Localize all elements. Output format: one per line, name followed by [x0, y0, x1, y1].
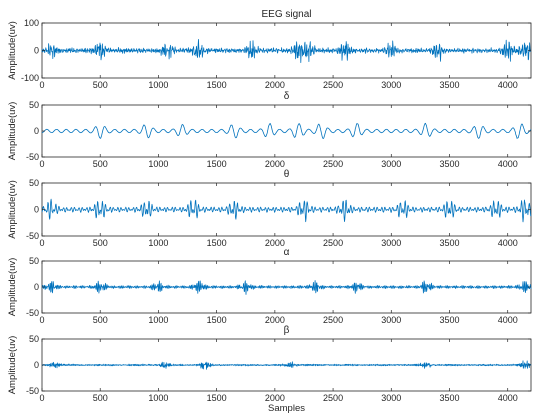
x-tick-label: 0 [39, 315, 44, 325]
y-tick-label: 0 [34, 282, 39, 292]
y-axis-label: Amplitude(uv) [7, 258, 18, 317]
panel-title: α [284, 247, 290, 258]
x-tick-label: 0 [39, 393, 44, 403]
panel-4: 0 500 1000 1500 2000 2500 3000 3500 4000500-50αA… [7, 247, 532, 325]
panel-title: β [284, 325, 290, 336]
x-tick-label: 0 [39, 159, 44, 169]
x-tick-label: 1500 [207, 159, 227, 169]
series-line [41, 122, 532, 139]
series-line [41, 39, 532, 63]
y-tick-label: 50 [29, 178, 39, 188]
y-tick-label: 50 [29, 100, 39, 110]
y-tick-label: -50 [26, 308, 39, 318]
y-tick-label: 0 [34, 360, 39, 370]
y-tick-label: 50 [29, 256, 39, 266]
panel-title: EEG signal [261, 9, 311, 20]
x-tick-label: 3000 [381, 159, 401, 169]
panel-2: 0 500 1000 1500 2000 2500 3000 3500 4000500-50δA… [7, 91, 532, 169]
x-tick-label: 0 [39, 238, 44, 248]
y-axis-label: Amplitude(uv) [7, 21, 18, 80]
x-tick-label: 2000 [265, 238, 285, 248]
y-tick-label: 50 [29, 334, 39, 344]
x-tick-label: 2000 [265, 80, 285, 90]
series-line [41, 198, 532, 223]
x-tick-label: 3000 [381, 80, 401, 90]
x-tick-label: 2500 [323, 315, 343, 325]
x-tick-label: 500 [93, 80, 108, 90]
x-axis-label: Samples [268, 403, 305, 414]
y-axis-label: Amplitude(uv) [7, 180, 18, 239]
panel-title: δ [284, 91, 290, 102]
x-tick-label: 2500 [323, 80, 343, 90]
x-tick-label: 1000 [148, 238, 168, 248]
panel-5: 0 500 1000 1500 2000 2500 3000 3500 4000500-50βA… [7, 325, 532, 403]
x-tick-label: 3500 [439, 238, 459, 248]
x-tick-label: 1000 [148, 159, 168, 169]
series-line [41, 360, 532, 370]
x-tick-label: 4000 [498, 238, 518, 248]
x-tick-label: 4000 [498, 159, 518, 169]
y-tick-label: 0 [34, 205, 39, 215]
x-tick-label: 2000 [265, 159, 285, 169]
y-tick-label: -50 [26, 152, 39, 162]
x-tick-label: 500 [93, 159, 108, 169]
x-tick-label: 1500 [207, 393, 227, 403]
x-tick-label: 500 [93, 238, 108, 248]
x-tick-label: 3500 [439, 315, 459, 325]
y-axis-label: Amplitude(uv) [7, 102, 18, 161]
x-tick-label: 2500 [323, 238, 343, 248]
x-tick-label: 3000 [381, 238, 401, 248]
x-tick-label: 4000 [498, 315, 518, 325]
x-tick-label: 500 [93, 393, 108, 403]
x-tick-label: 3500 [439, 159, 459, 169]
x-tick-label: 2500 [323, 393, 343, 403]
y-tick-label: -50 [26, 386, 39, 396]
x-tick-label: 1500 [207, 315, 227, 325]
x-tick-label: 1000 [148, 393, 168, 403]
y-axis-label: Amplitude(uv) [7, 336, 18, 395]
y-tick-label: -50 [26, 231, 39, 241]
y-tick-label: 0 [34, 126, 39, 136]
x-tick-label: 3000 [381, 393, 401, 403]
y-tick-label: -100 [21, 73, 39, 83]
x-tick-label: 4000 [498, 393, 518, 403]
y-tick-label: 100 [24, 18, 39, 28]
x-tick-label: 2000 [265, 393, 285, 403]
x-tick-label: 1000 [148, 80, 168, 90]
x-tick-label: 3500 [439, 393, 459, 403]
series-line [41, 280, 532, 295]
x-tick-label: 3500 [439, 80, 459, 90]
x-tick-label: 3000 [381, 315, 401, 325]
x-tick-label: 1500 [207, 80, 227, 90]
panel-3: 0 500 1000 1500 2000 2500 3000 3500 4000500-50θA… [7, 169, 532, 248]
x-tick-label: 4000 [498, 80, 518, 90]
x-tick-label: 1000 [148, 315, 168, 325]
x-tick-label: 0 [39, 80, 44, 90]
x-tick-label: 1500 [207, 238, 227, 248]
x-tick-label: 2500 [323, 159, 343, 169]
panel-title: θ [284, 169, 290, 180]
panel-1: 0 500 1000 1500 2000 2500 3000 3500 40001000-100… [7, 9, 532, 90]
x-tick-label: 2000 [265, 315, 285, 325]
y-tick-label: 0 [34, 46, 39, 56]
x-tick-label: 500 [93, 315, 108, 325]
